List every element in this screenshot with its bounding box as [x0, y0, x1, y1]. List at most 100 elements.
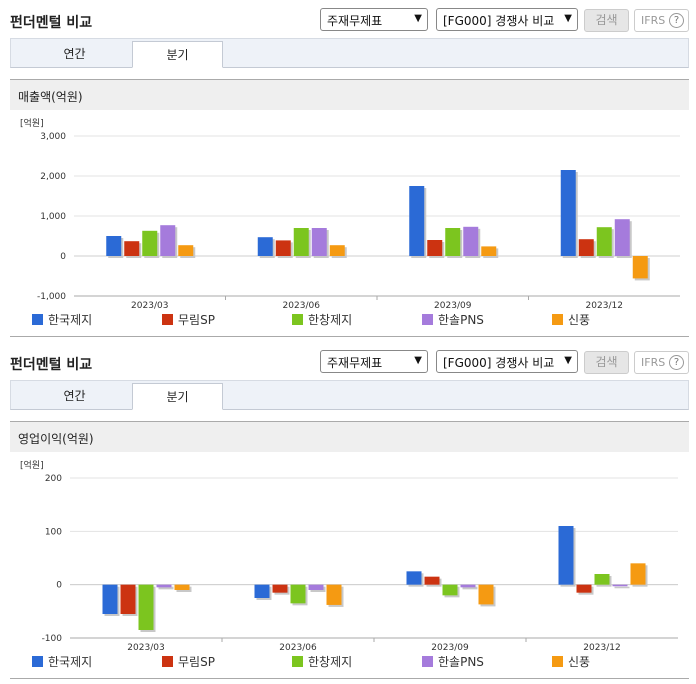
- bar-한솔PNS-2023/06[interactable]: [311, 228, 327, 256]
- help-icon[interactable]: ?: [669, 355, 684, 370]
- y-tick-label: 2,000: [40, 172, 66, 182]
- section-label: 영업이익(억원): [18, 432, 94, 446]
- bar-무림SP-2023/06[interactable]: [275, 240, 291, 256]
- unit-label: [억원]: [20, 459, 44, 471]
- legend-label: 신풍: [568, 313, 591, 327]
- statement-select[interactable]: 주재무제표 ▼: [320, 350, 428, 373]
- period-tabs: 연간 분기: [10, 380, 689, 410]
- y-tick-label: 100: [45, 527, 62, 537]
- legend-item[interactable]: 무림SP: [162, 311, 215, 328]
- bar-한솔PNS-2023/09[interactable]: [460, 584, 476, 588]
- bar-한국제지-2023/12[interactable]: [560, 170, 576, 256]
- bar-신풍-2023/06[interactable]: [326, 584, 342, 605]
- bar-한솔PNS-2023/12[interactable]: [614, 219, 630, 256]
- legend-label: 한창제지: [308, 313, 353, 327]
- compare-select[interactable]: [FG000] 경쟁사 비교 ▼: [436, 8, 578, 31]
- legend-item[interactable]: 신풍: [552, 653, 590, 670]
- y-tick-label: -100: [42, 634, 63, 644]
- tab-annual[interactable]: 연간: [63, 47, 86, 61]
- bar-무림SP-2023/03[interactable]: [124, 241, 140, 256]
- bar-한창제지-2023/03[interactable]: [138, 584, 154, 630]
- legend-label: 한솔PNS: [438, 313, 484, 327]
- chevron-down-icon: ▼: [564, 355, 572, 366]
- bar-신풍-2023/03[interactable]: [178, 245, 194, 256]
- legend-swatch: [292, 314, 303, 325]
- y-tick-label: 0: [60, 252, 66, 262]
- ifrs-label: IFRS: [641, 356, 666, 369]
- tab-quarterly[interactable]: 분기: [132, 41, 223, 68]
- bar-무림SP-2023/03[interactable]: [120, 584, 136, 614]
- x-tick-label: 2023/09: [434, 301, 472, 310]
- legend-item[interactable]: 한국제지: [32, 653, 92, 670]
- y-tick-label: 3,000: [40, 132, 66, 142]
- unit-label: [억원]: [20, 117, 44, 129]
- bar-한솔PNS-2023/09[interactable]: [463, 226, 479, 256]
- x-tick-label: 2023/03: [131, 301, 168, 310]
- bar-한솔PNS-2023/06[interactable]: [308, 584, 324, 590]
- help-icon[interactable]: ?: [669, 13, 684, 28]
- bar-shadow: [462, 586, 478, 590]
- y-tick-label: 1,000: [40, 212, 66, 222]
- bar-한창제지-2023/12[interactable]: [596, 227, 612, 256]
- ifrs-button[interactable]: IFRS ?: [634, 351, 689, 374]
- fundamental-panel-operating-profit: 펀더멘털 비교 주재무제표 ▼ [FG000] 경쟁사 비교 ▼ 검색 IFRS…: [0, 342, 696, 684]
- panel-title: 펀더멘털 비교: [10, 15, 93, 31]
- legend-item[interactable]: 한국제지: [32, 311, 92, 328]
- bar-한국제지-2023/06[interactable]: [257, 237, 273, 256]
- bar-신풍-2023/09[interactable]: [478, 584, 494, 605]
- bar-한창제지-2023/03[interactable]: [142, 230, 158, 256]
- bar-무림SP-2023/12[interactable]: [578, 239, 594, 256]
- bar-신풍-2023/06[interactable]: [329, 245, 345, 256]
- legend-swatch: [162, 656, 173, 667]
- bar-무림SP-2023/09[interactable]: [427, 240, 443, 256]
- period-tabs: 연간 분기: [10, 38, 689, 68]
- chevron-down-icon: ▼: [414, 13, 422, 24]
- bar-한창제지-2023/12[interactable]: [594, 574, 610, 585]
- bar-무림SP-2023/09[interactable]: [424, 576, 440, 585]
- legend-item[interactable]: 한솔PNS: [422, 311, 484, 328]
- compare-select[interactable]: [FG000] 경쟁사 비교 ▼: [436, 350, 578, 373]
- x-tick-label: 2023/03: [127, 643, 164, 652]
- legend-item[interactable]: 한창제지: [292, 311, 352, 328]
- bar-신풍-2023/12[interactable]: [630, 563, 646, 585]
- ifrs-button[interactable]: IFRS ?: [634, 9, 689, 32]
- bar-한창제지-2023/06[interactable]: [290, 584, 306, 604]
- legend-item[interactable]: 신풍: [552, 311, 590, 328]
- y-tick-label: 0: [56, 581, 62, 591]
- bar-신풍-2023/12[interactable]: [632, 256, 648, 279]
- legend-item[interactable]: 한창제지: [292, 653, 352, 670]
- bar-한창제지-2023/06[interactable]: [293, 228, 309, 256]
- bar-한국제지-2023/09[interactable]: [406, 571, 422, 585]
- bar-shadow: [614, 586, 630, 589]
- statement-select-value: 주재무제표: [327, 356, 383, 370]
- bar-한국제지-2023/09[interactable]: [409, 186, 425, 256]
- bar-무림SP-2023/12[interactable]: [576, 584, 592, 593]
- legend-label: 한국제지: [48, 655, 93, 669]
- search-button[interactable]: 검색: [584, 351, 629, 374]
- bar-신풍-2023/09[interactable]: [481, 246, 497, 256]
- legend-label: 한창제지: [308, 655, 353, 669]
- bar-한국제지-2023/03[interactable]: [106, 236, 122, 256]
- bar-한국제지-2023/03[interactable]: [102, 584, 118, 614]
- search-button[interactable]: 검색: [584, 9, 629, 32]
- bar-한창제지-2023/09[interactable]: [442, 584, 458, 596]
- bar-한솔PNS-2023/03[interactable]: [156, 584, 172, 588]
- fundamental-panel-revenue: 펀더멘털 비교 주재무제표 ▼ [FG000] 경쟁사 비교 ▼ 검색 IFRS…: [10, 8, 689, 337]
- tab-quarterly[interactable]: 분기: [132, 383, 223, 410]
- chevron-down-icon: ▼: [414, 355, 422, 366]
- bar-한솔PNS-2023/03[interactable]: [160, 225, 176, 256]
- bar-한국제지-2023/06[interactable]: [254, 584, 270, 598]
- chart-legend: 한국제지 무림SP 한창제지 한솔PNS 신풍: [10, 309, 689, 329]
- bar-한국제지-2023/12[interactable]: [558, 526, 574, 585]
- tab-annual[interactable]: 연간: [63, 389, 86, 403]
- divider: [10, 678, 689, 679]
- legend-item[interactable]: 무림SP: [162, 653, 215, 670]
- bar-무림SP-2023/06[interactable]: [272, 584, 288, 593]
- statement-select[interactable]: 주재무제표 ▼: [320, 8, 428, 31]
- bar-한창제지-2023/09[interactable]: [445, 228, 461, 256]
- bar-한솔PNS-2023/12[interactable]: [612, 584, 628, 587]
- x-tick-label: 2023/06: [283, 301, 321, 310]
- legend-item[interactable]: 한솔PNS: [422, 653, 484, 670]
- section-header: 매출액(억원): [10, 79, 689, 110]
- bar-신풍-2023/03[interactable]: [174, 584, 190, 590]
